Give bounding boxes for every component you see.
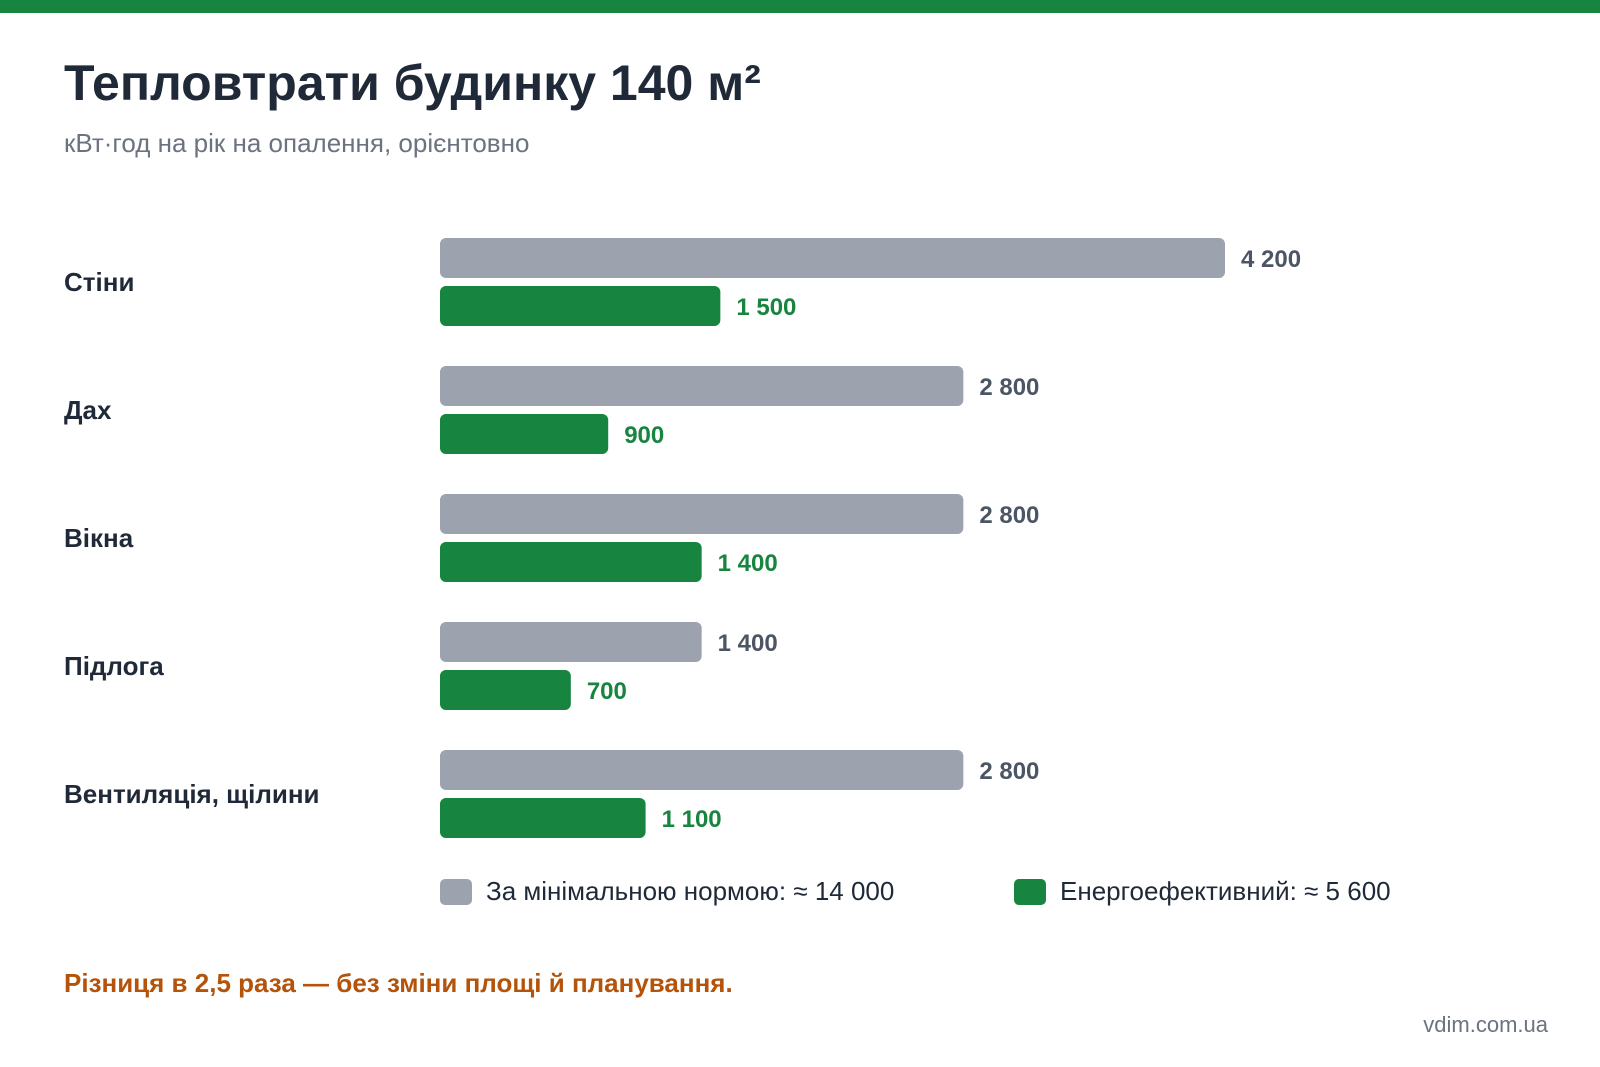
legend-swatch-minimum [440,878,472,905]
value-label-minimum: 4 200 [1241,246,1301,273]
legend-label-minimum: За мінімальною нормою: ≈ 14 000 [486,876,895,906]
top-accent-stripe [0,0,1600,13]
legend-swatch-efficient [1014,878,1046,905]
value-label-minimum: 1 400 [718,630,778,657]
bar-minimum [440,494,964,534]
bar-efficient [440,286,721,326]
legend-item-efficient: Енергоефективний: ≈ 5 600 [1014,876,1391,907]
bar-efficient [440,414,609,454]
chart-subtitle: кВт·год на рік на опалення, орієнтовно [64,128,530,158]
category-label: Стіни [64,267,134,297]
bar-minimum [440,238,1225,278]
value-label-efficient: 1 400 [718,550,778,577]
legend-label-efficient: Енергоефективний: ≈ 5 600 [1060,876,1391,906]
category-label: Дах [64,395,112,425]
value-label-minimum: 2 800 [979,758,1039,785]
bar-efficient [440,798,646,838]
value-label-efficient: 1 500 [736,294,796,321]
bar-minimum [440,622,702,662]
category-label: Вікна [64,523,134,553]
bar-minimum [440,750,964,790]
chart-title: Тепловтрати будинку 140 м² [64,55,761,111]
source-credit: vdim.com.ua [1423,1012,1548,1037]
footnote-highlight: Різниця в 2,5 раза — без зміни площі й п… [64,968,733,998]
bar-efficient [440,542,702,582]
category-label: Підлога [64,651,164,681]
bar-efficient [440,670,571,710]
value-label-minimum: 2 800 [979,502,1039,529]
category-label: Вентиляція, щілини [64,779,320,809]
value-label-minimum: 2 800 [979,374,1039,401]
value-label-efficient: 700 [587,678,627,705]
value-label-efficient: 1 100 [662,806,722,833]
bar-minimum [440,366,964,406]
legend-item-minimum: За мінімальною нормою: ≈ 14 000 [440,876,894,907]
value-label-efficient: 900 [624,422,664,449]
